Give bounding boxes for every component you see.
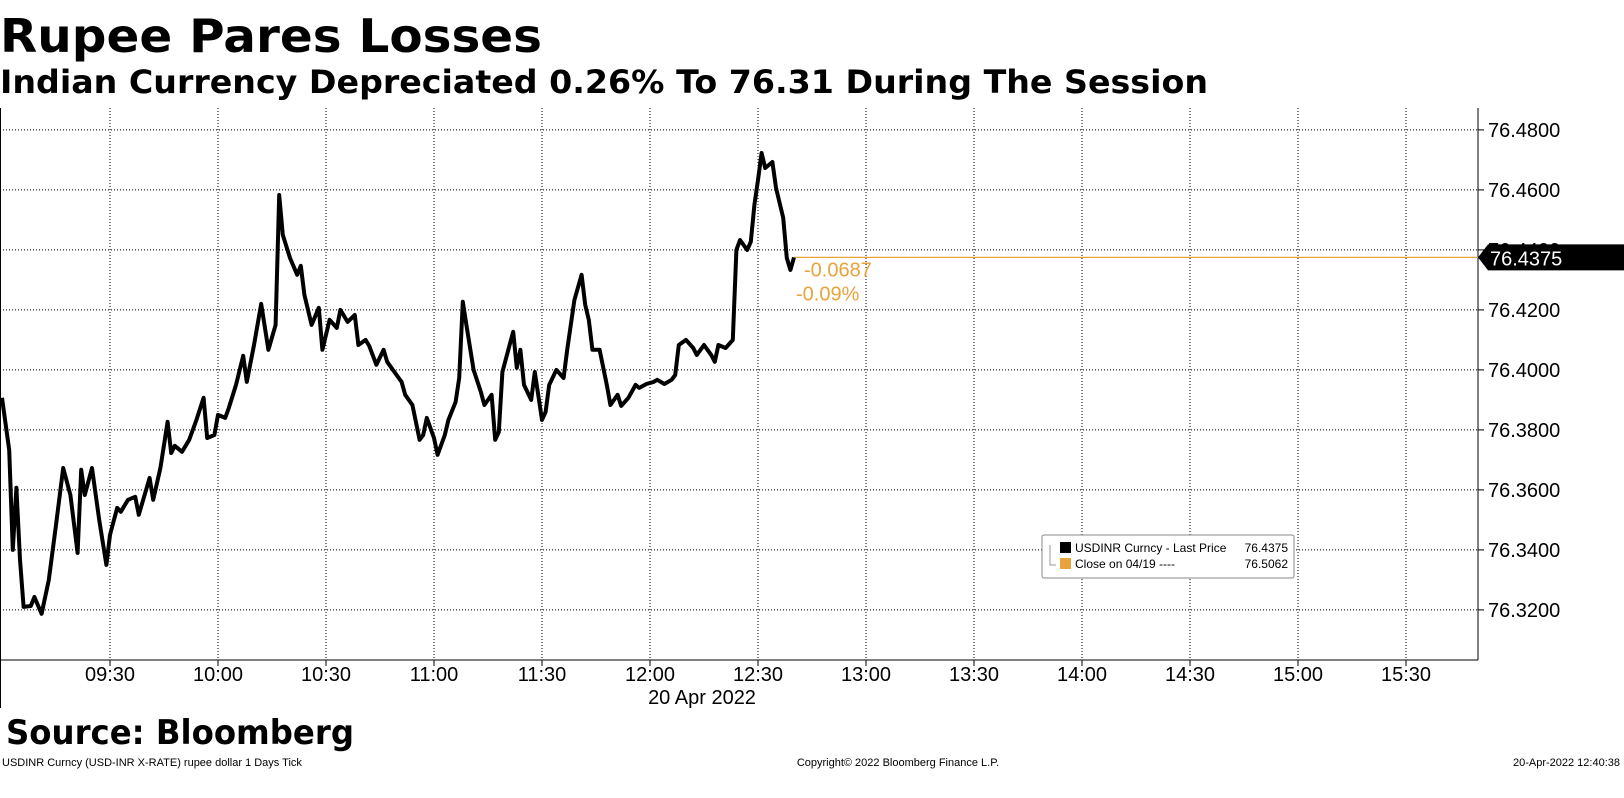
x-tick-label: 13:00 <box>841 664 891 686</box>
chart-title: Rupee Pares Losses <box>0 9 542 63</box>
y-tick-label: 76.4800 <box>1488 120 1560 142</box>
y-tick-label: 76.3200 <box>1488 600 1560 622</box>
x-tick-label: 11:30 <box>518 664 567 686</box>
y-tick-label: 76.3800 <box>1488 420 1560 442</box>
x-tick-label: 15:00 <box>1273 664 1323 686</box>
x-tick-label: 10:30 <box>301 664 351 686</box>
x-tick-label: 09:30 <box>85 664 135 686</box>
legend-value: 76.5062 <box>1245 557 1289 571</box>
legend-box <box>1041 534 1295 579</box>
footer-center: Copyright© 2022 Bloomberg Finance L.P. <box>797 757 999 769</box>
x-tick-label: 12:00 <box>625 664 675 686</box>
x-tick-label: 10:00 <box>193 664 243 686</box>
x-axis-label: 20 Apr 2022 <box>648 687 756 709</box>
y-tick-label: 76.3400 <box>1488 540 1560 562</box>
legend-label: USDINR Curncy - Last Price <box>1075 541 1227 555</box>
y-tick-label: 76.4200 <box>1488 300 1560 322</box>
x-tick-label: 11:00 <box>410 664 459 686</box>
footer-right: 20-Apr-2022 12:40:38 <box>1513 757 1620 769</box>
chart-subtitle: Indian Currency Depreciated 0.26% To 76.… <box>0 63 1208 101</box>
change-label: -0.0687 <box>804 259 872 281</box>
y-tick-label: 76.4600 <box>1488 180 1560 202</box>
y-tick-label: 76.4000 <box>1488 360 1560 382</box>
x-tick-label: 13:30 <box>949 664 999 686</box>
last-price-label: 76.4375 <box>1490 248 1562 270</box>
y-tick-label: 76.3600 <box>1488 480 1560 502</box>
x-tick-label: 12:30 <box>733 664 783 686</box>
x-tick-label: 14:00 <box>1057 664 1107 686</box>
x-tick-label: 14:30 <box>1165 664 1215 686</box>
legend-bracket <box>1049 545 1056 566</box>
source: Source: Bloomberg <box>6 713 354 753</box>
legend-value: 76.4375 <box>1245 541 1289 555</box>
change-pct-label: -0.09% <box>796 283 860 305</box>
footer-left: USDINR Curncy (USD-INR X-RATE) rupee dol… <box>2 757 302 769</box>
price-line <box>0 151 796 616</box>
legend-label: Close on 04/19 ---- <box>1075 557 1175 571</box>
legend-swatch <box>1060 542 1071 553</box>
last-price-box <box>1478 244 1624 271</box>
x-tick-label: 15:30 <box>1381 664 1431 686</box>
legend-swatch <box>1060 558 1071 569</box>
